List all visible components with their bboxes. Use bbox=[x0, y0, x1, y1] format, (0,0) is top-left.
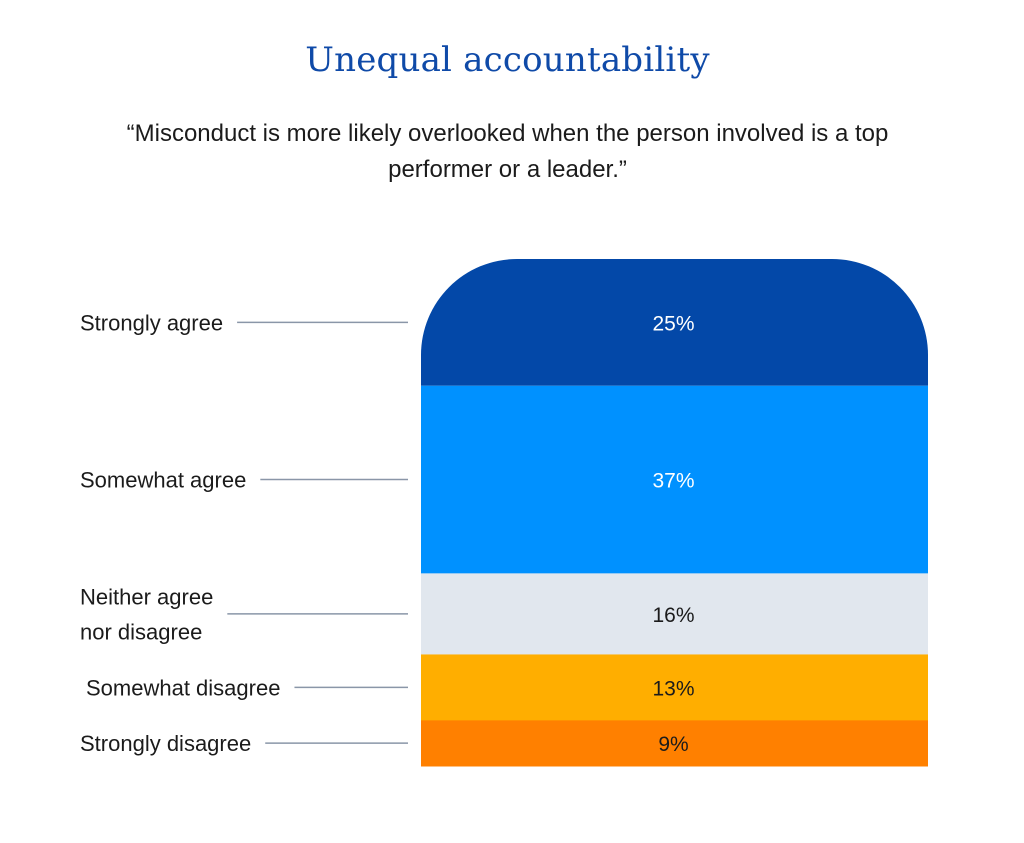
bar-segment-strongly-disagree bbox=[421, 720, 928, 767]
value-label-somewhat-agree: 37% bbox=[652, 470, 694, 493]
category-label-neither-agree-nor-disagree: Neither agree nor disagree bbox=[80, 584, 213, 644]
category-label-strongly-disagree: Strongly disagree bbox=[80, 731, 251, 756]
value-label-strongly-disagree: 9% bbox=[658, 733, 688, 756]
category-label-somewhat-agree: Somewhat agree bbox=[80, 468, 246, 493]
value-label-neither-agree-nor-disagree: 16% bbox=[652, 604, 694, 627]
bar-segment-somewhat-agree bbox=[421, 385, 928, 574]
value-label-somewhat-disagree: 13% bbox=[652, 677, 694, 700]
bar-segment-neither-agree-nor-disagree bbox=[421, 573, 928, 655]
bar-segment-strongly-agree bbox=[421, 259, 928, 386]
category-label-somewhat-disagree: Somewhat disagree bbox=[86, 675, 280, 700]
chart-title: Unequal accountability bbox=[305, 40, 710, 80]
chart-subtitle: “Misconduct is more likely overlooked wh… bbox=[126, 120, 889, 183]
category-label-strongly-agree: Strongly agree bbox=[80, 310, 223, 335]
value-label-strongly-agree: 25% bbox=[652, 312, 694, 335]
bar-segment-somewhat-disagree bbox=[421, 654, 928, 721]
